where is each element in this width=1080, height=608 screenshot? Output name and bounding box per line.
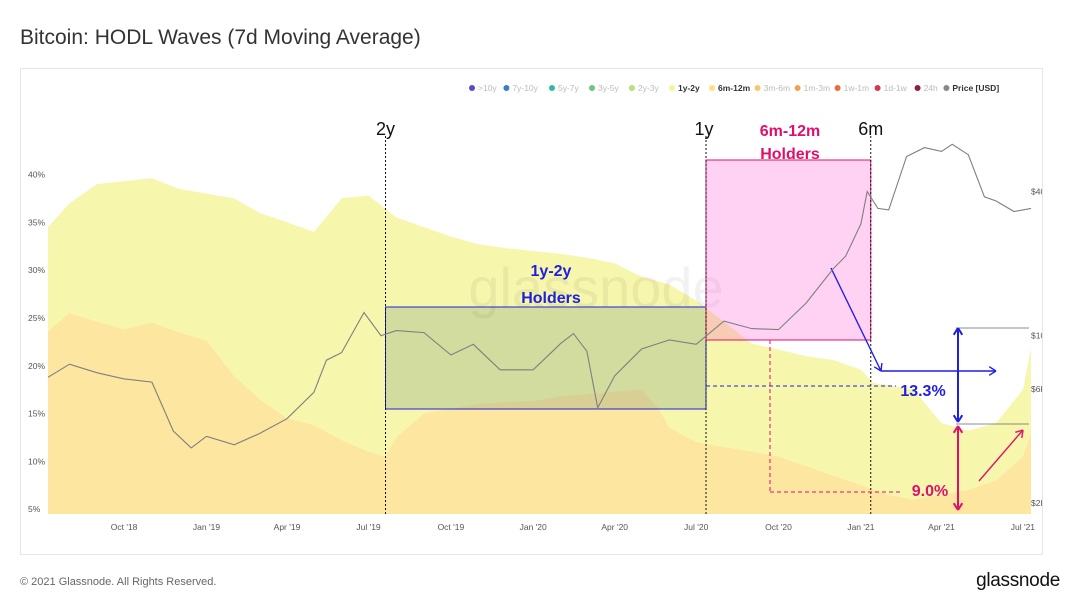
y-left-tick-label: 5% — [28, 504, 41, 514]
delta-arrow-1y-2y-heads — [952, 327, 964, 423]
legend-label: 24h — [924, 83, 938, 93]
watermark: glassnode — [468, 256, 723, 319]
marker-label-1y: 1y — [695, 119, 714, 139]
y-left-tick-label: 40% — [28, 170, 45, 180]
arrow-6m-12m-to-1y-2y — [830, 267, 882, 372]
x-tick-label: Jul '20 — [684, 522, 709, 532]
legend-item-1: 24h — [914, 83, 938, 93]
x-tick-label: Jan '19 — [193, 522, 220, 532]
legend-dot — [914, 85, 921, 91]
legend-label: >10y — [478, 83, 497, 93]
legend-dot — [549, 85, 555, 91]
legend-label: 1d-1w — [884, 83, 908, 93]
chart-title: Bitcoin: HODL Waves (7d Moving Average) — [20, 26, 421, 49]
legend-dot — [503, 85, 510, 91]
y-right-tick-label: $40k — [1031, 187, 1042, 197]
copyright-text: © 2021 Glassnode. All Rights Reserved. — [20, 576, 217, 588]
x-tick-label: Jan '21 — [847, 522, 874, 532]
x-tick-label: Jan '20 — [520, 522, 547, 532]
y-left-tick-label: 10% — [28, 456, 45, 466]
legend-item-9: 3y-5y — [589, 83, 620, 93]
x-tick-label: Oct '18 — [111, 522, 138, 532]
box-label-6m-12m: 6m-12m — [760, 123, 820, 140]
chart-frame: Price [USD] 24h 1d-1w 1w-1m 1m-3m 3m-6m 6m-12m… — [20, 68, 1043, 555]
legend-label: 1m-3m — [804, 83, 830, 93]
legend-dot — [943, 85, 950, 91]
x-tick-label: Apr '21 — [928, 522, 955, 532]
legend-dot — [629, 85, 635, 91]
legend-item-12: >10y — [469, 83, 497, 93]
legend-label: 3m-6m — [764, 83, 790, 93]
legend-item-0: Price [USD] — [943, 83, 999, 93]
box-label-1y-2y: 1y-2y — [531, 263, 572, 280]
y-left-tick-label: 35% — [28, 217, 45, 227]
legend-dot — [874, 85, 881, 91]
legend-dot — [469, 85, 475, 91]
legend-label: 2y-3y — [638, 83, 660, 93]
y-right-tick-label: $6k — [1031, 384, 1042, 394]
marker-label-6m: 6m — [858, 119, 883, 139]
box-6m-12m-holders — [705, 159, 872, 341]
legend-dot — [589, 85, 595, 91]
y-left-tick-label: 15% — [28, 409, 45, 419]
delta-label-13-3: 13.3% — [900, 383, 945, 400]
arrow-6m-12m-rise — [978, 429, 1024, 482]
y-right-tick-label: $2k — [1031, 498, 1042, 508]
legend-item-10: 5y-7y — [549, 83, 580, 93]
x-tick-label: Oct '20 — [765, 522, 792, 532]
legend-dot — [669, 85, 675, 91]
legend-dot — [794, 85, 801, 91]
legend-item-2: 1d-1w — [874, 83, 908, 93]
arrow-1y-2y-forward-head — [988, 366, 997, 376]
legend-item-8: 2y-3y — [629, 83, 660, 93]
legend-label: 1w-1m — [844, 83, 870, 93]
y-left-tick-label: 30% — [28, 265, 45, 275]
area-series-group — [48, 178, 1031, 515]
legend-item-4: 1m-3m — [794, 83, 830, 93]
legend-dot — [754, 85, 761, 91]
x-tick-label: Apr '19 — [274, 522, 301, 532]
hodl-waves-chart: Price [USD] 24h 1d-1w 1w-1m 1m-3m 3m-6m 6m-12m… — [28, 83, 1042, 532]
legend-item-6: 6m-12m — [709, 83, 751, 93]
x-tick-label: Apr '20 — [601, 522, 628, 532]
price-line — [47, 143, 1032, 449]
marker-label-2y: 2y — [376, 119, 395, 139]
legend-label: 6m-12m — [718, 83, 751, 93]
legend-label: Price [USD] — [952, 83, 999, 93]
legend-label: 7y-10y — [512, 83, 538, 93]
legend-dot — [709, 85, 715, 91]
legend-label: 3y-5y — [598, 83, 620, 93]
area-6m-12m — [48, 313, 1031, 514]
brand-logo[interactable]: glassnode — [976, 570, 1060, 591]
arrow-6m-12m-rise-head — [1015, 429, 1024, 439]
legend-item-7: 1y-2y — [669, 83, 700, 93]
x-tick-label: Jul '21 — [1011, 522, 1036, 532]
x-tick-label: Jul '19 — [356, 522, 381, 532]
legend: Price [USD] 24h 1d-1w 1w-1m 1m-3m 3m-6m 6m-12m… — [469, 83, 999, 93]
legend-dot — [834, 85, 841, 91]
y-left-tick-label: 25% — [28, 313, 45, 323]
legend-item-5: 3m-6m — [754, 83, 790, 93]
delta-arrow-6m-12m-heads — [952, 425, 964, 511]
delta-label-9-0: 9.0% — [912, 483, 948, 500]
y-left-tick-label: 20% — [28, 361, 45, 371]
legend-item-3: 1w-1m — [834, 83, 870, 93]
y-right-tick-label: $10k — [1031, 331, 1042, 341]
legend-item-11: 7y-10y — [503, 83, 539, 93]
x-tick-label: Oct '19 — [438, 522, 465, 532]
legend-label: 5y-7y — [558, 83, 580, 93]
arrow-6m-12m-to-1y-2y-head — [873, 363, 883, 372]
box-label-holders: Holders — [521, 290, 581, 307]
box-label-holders-2: Holders — [760, 146, 820, 163]
annotation-group: 2y 1y 6m 1y-2y Holders 6m-12m Holders 13.3% 9.0% — [376, 119, 1029, 514]
legend-label: 1y-2y — [678, 83, 700, 93]
